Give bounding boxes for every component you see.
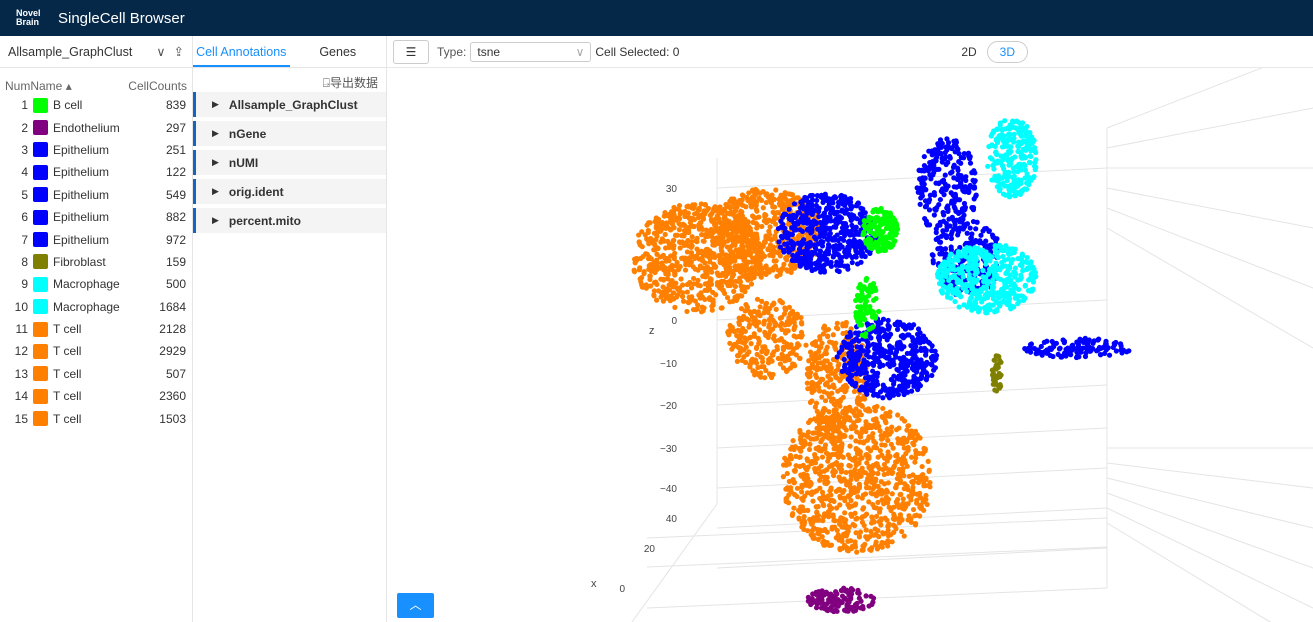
annotation-item[interactable]: ▶ nUMI (193, 150, 386, 175)
color-swatch[interactable] (33, 209, 48, 225)
plot-toolbar: ☰ Type: tsne ∨ Cell Selected: 0 2D 3D (387, 36, 1313, 68)
app-header: Novel Brain SingleCell Browser (0, 0, 1313, 36)
export-icon: ⍈ (322, 76, 330, 90)
caret-right-icon: ▶ (212, 215, 219, 225)
type-label: Type: (437, 44, 467, 59)
export-button[interactable]: ⍈导出数据 (322, 76, 378, 90)
menu-toggle-button[interactable]: ☰ (393, 39, 429, 64)
mode-2d-button[interactable]: 2D (961, 44, 977, 59)
color-swatch[interactable] (33, 97, 48, 113)
x-tick-label: 40 (666, 514, 678, 525)
mode-3d-button[interactable]: 3D (986, 40, 1028, 63)
cluster-panel: Allsample_GraphClust ∨ ⇪ Num Name ▴ Cell… (0, 36, 193, 622)
cell-selected-count: 0 (672, 44, 680, 59)
caret-right-icon: ▶ (212, 186, 219, 196)
cluster-row[interactable]: 2 Endothelium 297 (21, 120, 186, 136)
cluster-row[interactable]: 6 Epithelium 882 (21, 209, 186, 225)
cluster-row[interactable]: 5 Epithelium 549 (21, 187, 186, 203)
cluster-row[interactable]: 11 T cell 2128 (15, 321, 186, 337)
color-swatch[interactable] (33, 142, 48, 158)
cluster-row[interactable]: 8 Fibroblast 159 (21, 254, 186, 270)
upload-icon[interactable]: ⇪ (173, 45, 184, 59)
annotation-item[interactable]: ▶ orig.ident (193, 179, 386, 204)
cluster-row[interactable]: 1 B cell 839 (21, 97, 186, 113)
tab-genes[interactable]: Genes (319, 45, 357, 59)
annotation-item[interactable]: ▶ Allsample_GraphClust (193, 92, 386, 117)
caret-right-icon: ▶ (212, 157, 219, 167)
z-tick-label: −10 (660, 359, 677, 370)
z-tick-label: 0 (671, 316, 677, 327)
cluster-row[interactable]: 10 Macrophage 1684 (14, 299, 186, 315)
z-tick-label: 30 (666, 184, 678, 195)
cluster-row[interactable]: 12 T cell 2929 (14, 343, 186, 359)
x-tick-label: 0 (619, 584, 625, 595)
color-swatch[interactable] (33, 164, 48, 180)
cluster-row[interactable]: 14 T cell 2360 (14, 388, 186, 404)
cluster-selector[interactable]: Allsample_GraphClust (8, 44, 133, 59)
color-swatch[interactable] (33, 366, 48, 382)
z-tick-label: −30 (660, 444, 677, 455)
annotation-item[interactable]: ▶ nGene (193, 121, 386, 146)
x-axis-label: x (591, 578, 597, 590)
annotation-panel: Cell Annotations Genes ⍈导出数据 ▶ Allsample_… (193, 36, 387, 622)
annotation-item[interactable]: ▶ percent.mito (193, 208, 386, 233)
color-swatch[interactable] (33, 187, 48, 203)
app-title: SingleCell Browser (58, 9, 185, 27)
cell-points (631, 118, 1132, 615)
z-tick-label: −20 (660, 401, 677, 412)
caret-right-icon: ▶ (212, 128, 219, 138)
cluster-row[interactable]: 7 Epithelium 972 (21, 232, 186, 248)
chevron-down-icon[interactable]: ∨ (156, 45, 166, 59)
color-swatch[interactable] (33, 411, 48, 427)
color-swatch[interactable] (33, 388, 48, 404)
logo: Novel Brain (16, 8, 41, 27)
cluster-row[interactable]: 15 T cell 1503 (14, 411, 186, 427)
cluster-row[interactable]: 4 Epithelium 122 (21, 164, 186, 180)
col-name[interactable]: Name ▴ (30, 79, 72, 93)
color-swatch[interactable] (33, 343, 48, 359)
color-swatch[interactable] (33, 232, 48, 248)
color-swatch[interactable] (33, 321, 48, 337)
collapse-up-button[interactable]: ︿ (397, 593, 434, 618)
color-swatch[interactable] (33, 276, 48, 292)
x-tick-label: 20 (644, 544, 656, 555)
z-axis-label: z (649, 325, 655, 337)
color-swatch[interactable] (33, 120, 48, 136)
cluster-row[interactable]: 13 T cell 507 (14, 366, 186, 382)
cell-selected-label: Cell Selected: (595, 44, 670, 59)
color-swatch[interactable] (33, 254, 48, 270)
cluster-row[interactable]: 9 Macrophage 500 (21, 276, 186, 292)
caret-right-icon: ▶ (212, 99, 219, 109)
col-counts[interactable]: CellCounts (128, 79, 187, 93)
tsne-3d-plot[interactable]: 30 0 −10 −20 −30 −40 40 20 0 z x (387, 68, 1313, 622)
col-num: Num (5, 79, 31, 93)
type-select[interactable]: tsne ∨ (470, 41, 592, 62)
tab-cell-annotations[interactable]: Cell Annotations (193, 36, 290, 67)
chevron-down-icon: ∨ (575, 44, 585, 59)
cluster-row[interactable]: 3 Epithelium 251 (21, 142, 186, 158)
z-tick-label: −40 (660, 484, 677, 495)
color-swatch[interactable] (33, 299, 48, 315)
